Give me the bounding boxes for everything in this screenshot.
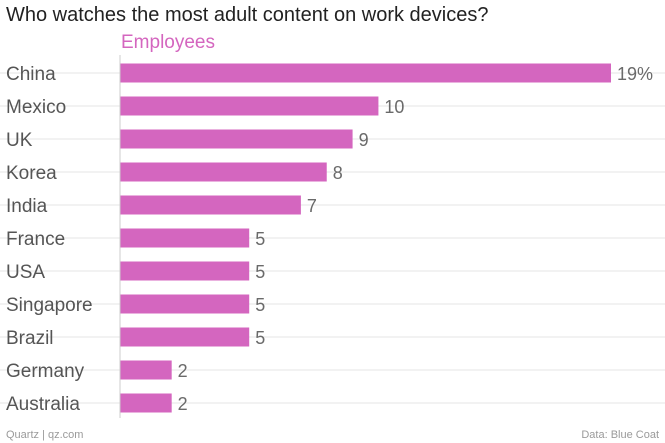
category-label-australia: Australia [6, 394, 80, 415]
bar-india [120, 195, 301, 215]
category-label-brazil: Brazil [6, 328, 54, 349]
value-label-china: 19% [617, 64, 653, 84]
value-label-mexico: 10 [384, 97, 404, 117]
value-label-singapore: 5 [255, 295, 265, 315]
category-label-korea: Korea [6, 163, 57, 184]
category-label-mexico: Mexico [6, 97, 66, 118]
category-label-singapore: Singapore [6, 295, 93, 316]
bar-germany [120, 360, 172, 380]
value-label-brazil: 5 [255, 328, 265, 348]
bar-australia [120, 393, 172, 413]
value-label-france: 5 [255, 229, 265, 249]
category-label-china: China [6, 64, 56, 85]
bar-korea [120, 162, 327, 182]
category-label-india: India [6, 196, 48, 217]
chart-title: Who watches the most adult content on wo… [6, 4, 488, 26]
value-label-korea: 8 [333, 163, 343, 183]
category-label-germany: Germany [6, 361, 85, 382]
category-label-uk: UK [6, 130, 33, 151]
bar-france [120, 228, 250, 248]
value-label-uk: 9 [359, 130, 369, 150]
source-right: Data: Blue Coat [581, 429, 659, 441]
value-label-germany: 2 [178, 361, 188, 381]
value-label-india: 7 [307, 196, 317, 216]
bar-uk [120, 129, 353, 149]
category-label-usa: USA [6, 262, 45, 283]
category-label-france: France [6, 229, 65, 250]
legend-employees: Employees [121, 32, 215, 53]
chart-rows: China 19% Mexico 10 UK 9 Korea 8 India 7 France 5 US… [0, 63, 665, 415]
bar-singapore [120, 294, 250, 314]
value-label-australia: 2 [178, 394, 188, 414]
bar-china [120, 63, 611, 83]
source-left: Quartz | qz.com [6, 429, 83, 441]
bar-usa [120, 261, 250, 281]
bar-mexico [120, 96, 379, 116]
bar-brazil [120, 327, 250, 347]
value-label-usa: 5 [255, 262, 265, 282]
